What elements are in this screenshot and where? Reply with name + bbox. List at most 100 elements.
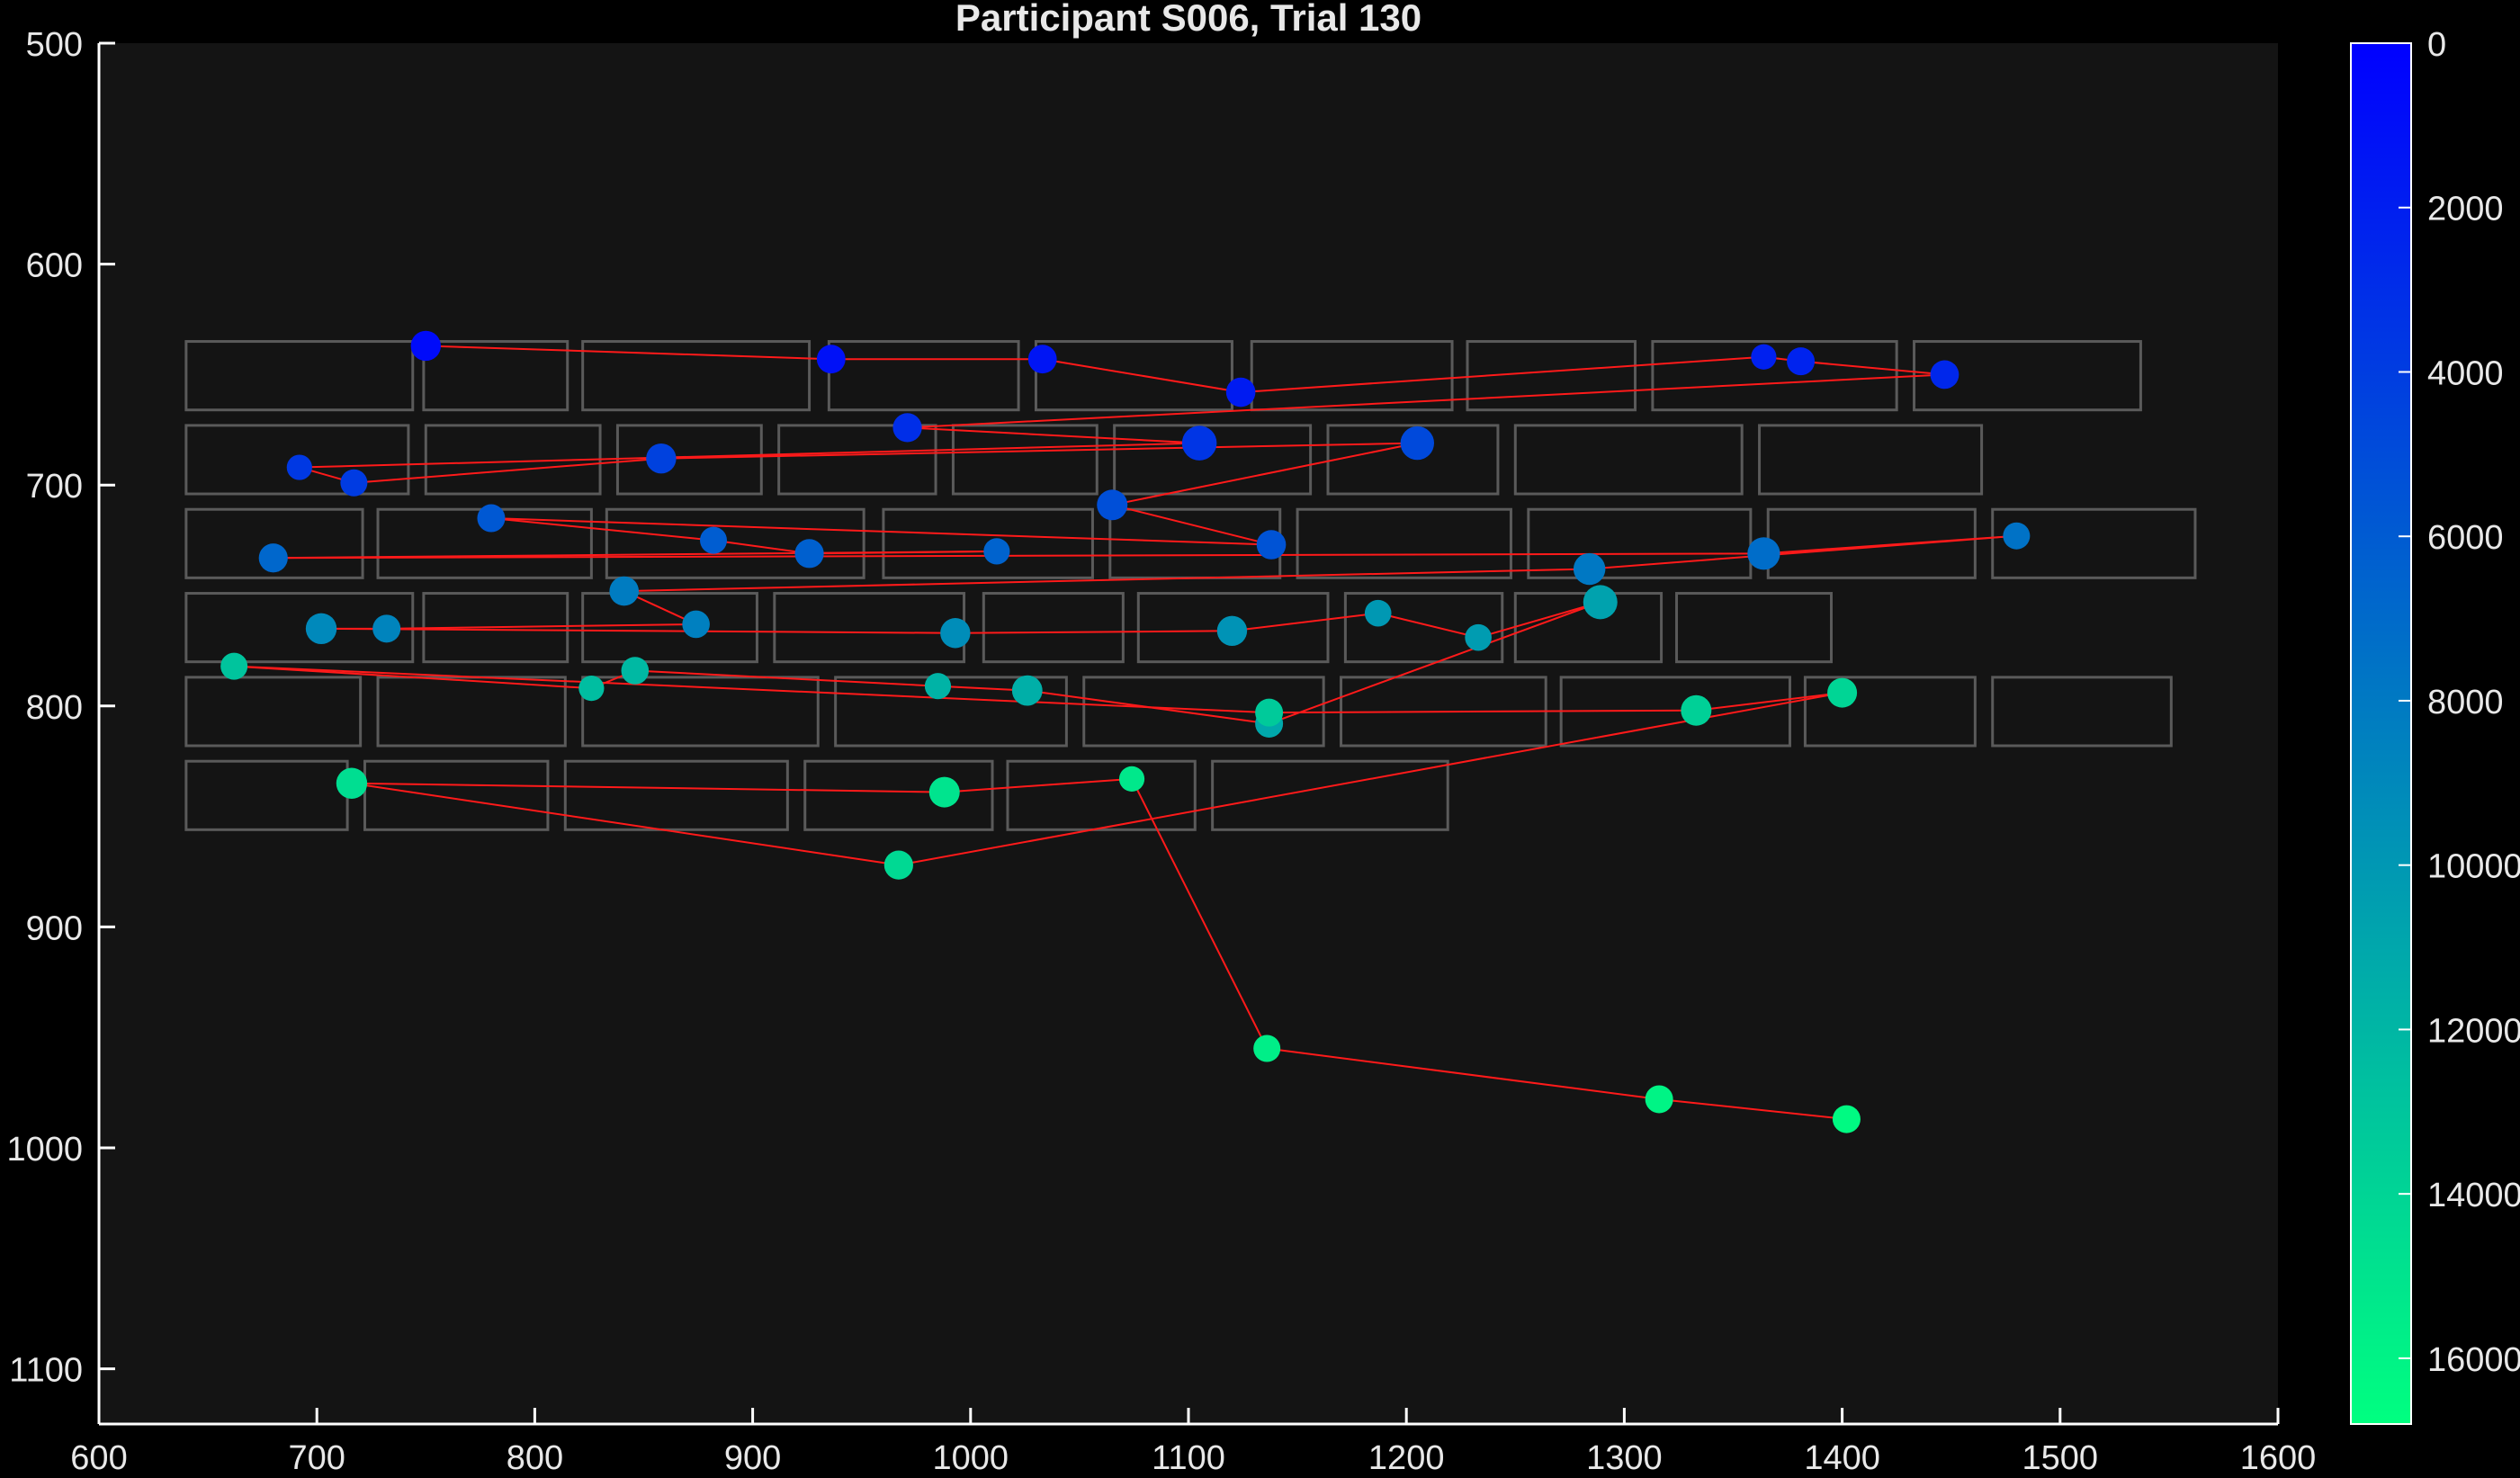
saccade-line [898,692,1843,866]
saccade-line [321,627,955,634]
saccade-line [1269,601,1601,725]
x-tick-label: 700 [288,1439,345,1477]
saccade-line [1042,358,1242,394]
word-box [834,676,1068,748]
saccade-line [1131,778,1269,1049]
word-box [184,507,364,579]
fixation-point [1255,698,1284,727]
x-axis-ticks: 600 700 800 900 1000 1100 1200 1300 1400 1500 1600 [70,1408,2316,1477]
fixation-point [1097,489,1128,521]
saccade-line [299,442,1200,469]
chart-title: Participant S006, Trial 130 [955,0,1421,39]
word-box [1758,424,1984,496]
x-tick-label: 900 [724,1439,781,1477]
saccade-line [634,669,938,687]
fixation-point [646,443,677,474]
saccade-line [1232,612,1378,632]
fixation-point [1011,675,1043,706]
word-box [1250,340,1454,412]
y-tick-label: 500 [26,26,83,64]
fixation-point [983,538,1010,565]
word-box [581,676,820,748]
x-tick-label: 1200 [1368,1439,1445,1477]
fixation-point [1118,766,1145,792]
colorbar-tick-label: 6000 [2427,519,2504,557]
word-box [1991,676,2173,748]
fixation-point [410,330,441,362]
word-box [1113,424,1313,496]
word-box [1211,759,1449,831]
fixation-point [220,652,248,680]
scanpath-lines [234,345,2017,1121]
fixation-point [621,657,650,685]
fixation-point [1645,1085,1673,1114]
x-tick-label: 1300 [1586,1439,1663,1477]
x-tick-label: 1000 [933,1439,1009,1477]
word-box [1803,676,1977,748]
x-tick-label: 1400 [1804,1439,1880,1477]
colorbar-tick-label: 14000 [2427,1177,2520,1214]
saccade-line [1112,442,1418,506]
colorbar [2350,42,2412,1425]
word-box [982,592,1125,664]
x-tick-label: 1100 [1152,1439,1225,1477]
x-tick-label: 600 [70,1439,127,1477]
fixation-point [892,413,922,443]
fixation-point [928,776,960,808]
word-box [1006,759,1197,831]
fixation-point [305,613,337,645]
word-box [1527,507,1753,579]
saccade-line [955,630,1233,634]
y-tick-label: 800 [26,689,83,727]
fixation-point [258,543,288,573]
fixation-point [1027,345,1057,374]
x-tick-label: 1600 [2240,1439,2317,1477]
word-box [882,507,1094,579]
word-box [184,340,415,412]
saccade-line [660,442,1418,460]
colorbar-ticks: 0 2000 4000 6000 8000 10000 12000 14000 16000 [2399,26,2520,1379]
y-tick-label: 1000 [6,1131,83,1169]
fixation-point [1751,344,1777,370]
saccade-line [1589,534,2017,570]
colorbar-tick-label: 0 [2427,26,2446,64]
saccade-line [354,457,661,484]
word-box [827,340,1020,412]
plot-area [99,43,2278,1424]
saccade-line [1111,504,1272,546]
fixation-point [1400,425,1435,461]
colorbar-tick-label: 8000 [2427,684,2504,721]
fixation-point [1216,615,1248,646]
saccade-line [713,539,810,555]
word-box [1136,592,1330,664]
fixation-point [1256,530,1287,560]
fixation-point [372,614,401,643]
word-box [1296,507,1512,579]
fixation-point [1364,599,1392,627]
fixation-point [336,767,368,799]
saccade-line [1377,612,1479,639]
fixation-point [816,345,846,374]
word-box [605,507,865,579]
colorbar-tick-label: 16000 [2427,1341,2520,1379]
word-box [581,592,758,664]
saccade-line [490,517,714,542]
saccade-line [1696,692,1843,712]
colorbar-tick-label: 10000 [2427,848,2520,886]
word-box [1513,424,1744,496]
y-tick-label: 600 [26,247,83,285]
fixation-point [1787,347,1816,376]
word-box [1034,340,1233,412]
fixation-point [794,539,824,569]
x-tick-label: 800 [507,1439,563,1477]
fixation-point [883,850,913,880]
fixation-points [220,330,2031,1133]
y-tick-label: 900 [26,909,83,947]
y-tick-label: 700 [26,468,83,506]
word-box [951,424,1099,496]
fixation-point [1583,585,1618,620]
word-box [1343,592,1504,664]
word-box [422,340,569,412]
fixation-point [1832,1105,1861,1133]
